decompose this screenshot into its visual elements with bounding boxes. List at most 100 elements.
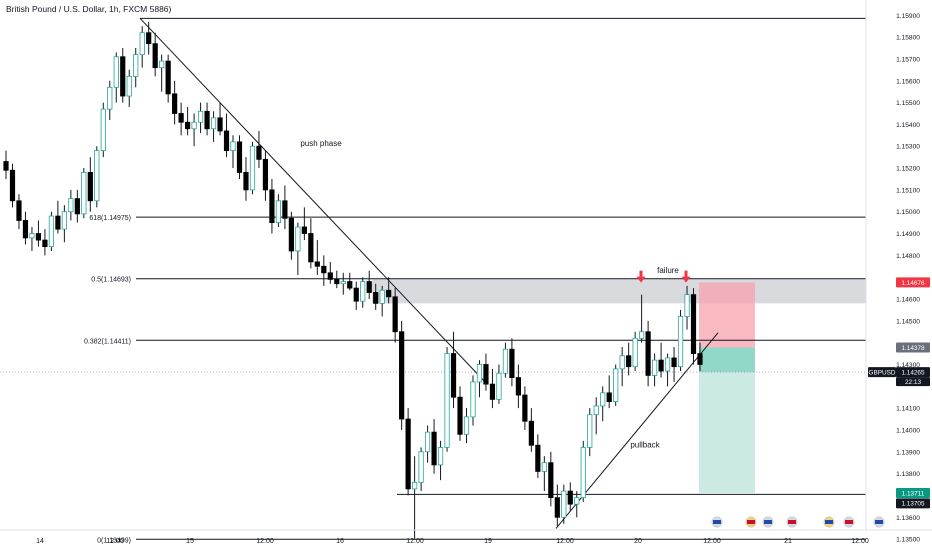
candle [210,111,217,142]
candle [412,456,418,540]
candle [139,26,145,68]
event-flag-icon [762,516,774,528]
price-tick-label: 1.13800 [896,471,920,478]
price-tick-label: 1.14100 [896,406,920,413]
candle [269,178,275,234]
candle-body [230,141,236,151]
candle [541,456,547,492]
target-price-badge [896,488,930,499]
candle [677,309,684,372]
candle [379,285,385,317]
candle [81,168,87,219]
candle [301,207,307,241]
candle-body [191,121,197,130]
price-tick-label: 1.14900 [896,231,920,238]
candle [256,130,262,169]
candle [100,102,106,158]
candle-body [437,447,444,466]
candle-body [574,497,580,505]
event-flag-icon [786,516,798,528]
time-tick-label: 19 [484,538,492,545]
price-badge-text: GBPUSD [869,370,896,377]
time-tick-label: 20 [634,538,642,545]
price-tick-label: 1.15500 [896,100,920,107]
ohlc-readout: 5886) [149,4,172,14]
candle [321,255,327,286]
take-profit-zone [699,372,755,494]
price-tick-label: 1.13900 [896,449,920,456]
candle [55,200,61,234]
candle-body [360,281,366,302]
candle [197,102,204,134]
candle [353,281,359,310]
candle-body [535,444,541,472]
economic-events-layer[interactable] [711,516,885,528]
time-tick-label: 12:00 [556,538,574,545]
time-axis[interactable]: 14 12:00 15 12:00 16 12:00 19 12:00 20 12:00 21 12:… [0,529,932,545]
candle-body [107,86,113,110]
candle [476,360,483,398]
downtrend-line [139,17,485,382]
candle-body [658,359,664,372]
candle-body [308,233,314,263]
price-tick-label: 1.15300 [896,144,920,151]
candle-body [587,414,593,448]
stop-price-badge [896,277,930,288]
candle [567,482,573,511]
price-tick-label: 1.14000 [896,427,920,434]
candle [223,113,230,158]
price-tick-label: 1.15700 [896,56,920,63]
candle-body [282,200,288,219]
annotation-label: pullback [630,440,660,449]
candle-body [295,226,301,252]
fib-level-label: 0.382(1.14411) [84,338,131,345]
candle-body [561,490,567,518]
candle-body [120,56,126,97]
price-tick-label: 1.15100 [896,187,920,194]
candle-body [3,161,9,171]
candle [22,211,29,245]
event-flag-icon [711,516,723,528]
down-arrow-icon [636,270,646,283]
candle-body [580,447,586,499]
candle-body [262,158,269,191]
event-flag-band [825,520,833,524]
candle [347,272,353,291]
candle-body [528,420,534,446]
event-flag-band [747,520,755,524]
candle [522,386,528,430]
chart-title[interactable]: British Pound / U.S. Dollar, 1h, FXCM 58… [4,3,174,15]
candle-body [74,198,80,215]
candle [3,150,9,179]
candle [236,135,243,179]
candle-body [288,217,294,252]
event-flag-band [713,520,721,524]
price-tick-label: 1.14500 [896,318,920,325]
candle-body [301,226,307,234]
price-tick-label: 1.15200 [896,166,920,173]
candle [632,331,638,372]
candle-body [152,43,158,69]
candle [600,386,606,422]
candle [386,277,392,304]
candle-body [496,372,502,400]
candle-body [626,355,632,368]
symbol-title: British Pound / U.S. Dollar, 1h, FXCM [6,4,148,14]
candle [74,189,80,223]
annotation-label: failure [657,266,679,275]
candle-body [379,289,385,304]
candle-body [651,359,658,376]
time-tick-label: 12:00 [256,538,274,545]
price-axis[interactable]: 1.15900 1.15800 1.15700 1.15600 1.15500 1.154… [865,0,920,544]
candle [502,342,509,378]
candle [587,408,593,457]
candle-body [613,368,619,402]
candle-body [321,265,327,274]
entry-price-badge [896,342,930,353]
candle-body [593,405,599,416]
candle [392,288,398,343]
candle-body [600,392,606,407]
price-tick-label: 1.14800 [896,253,920,260]
candle [554,484,560,526]
